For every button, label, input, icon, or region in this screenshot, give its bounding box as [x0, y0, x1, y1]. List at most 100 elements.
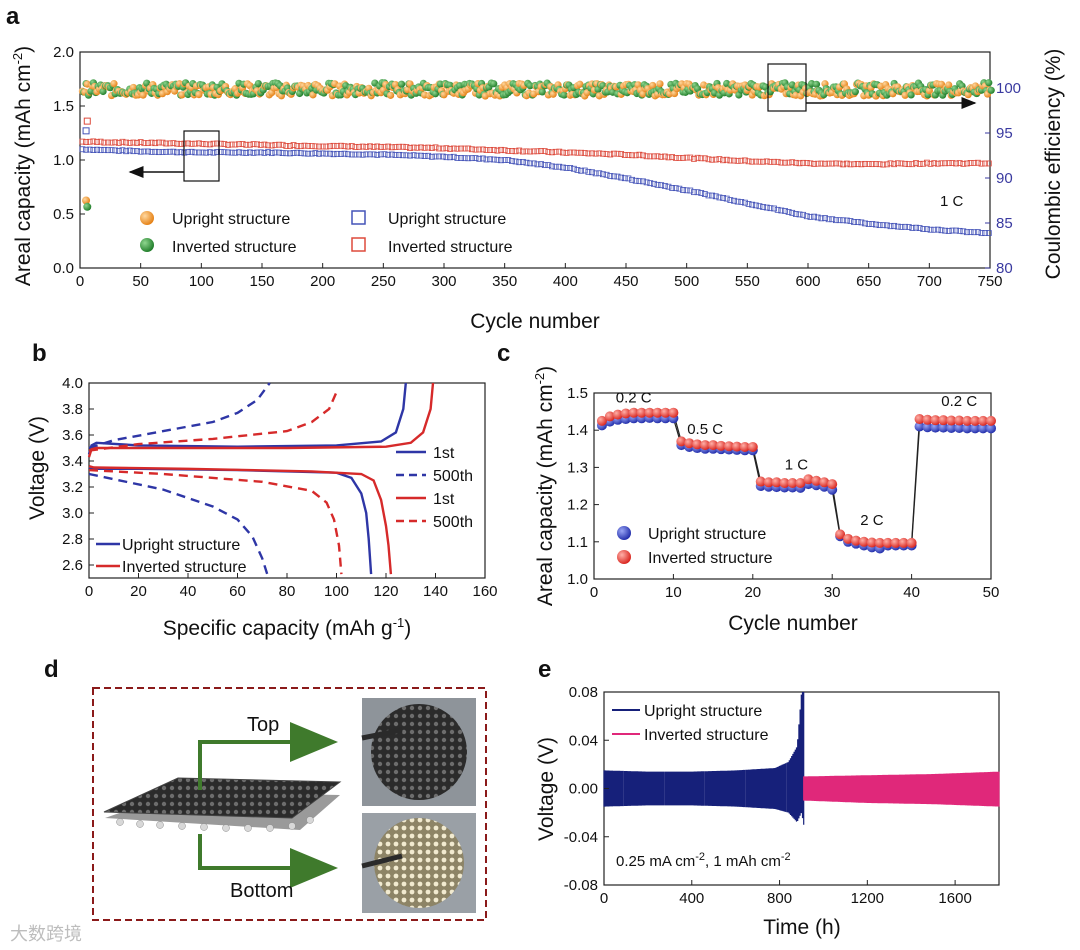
inverted-capacity-point	[407, 145, 413, 151]
inverted-capacity-point	[949, 160, 956, 166]
watermark: 大数跨境	[10, 924, 82, 944]
inverted-capacity-point	[811, 161, 817, 167]
inverted-capacity-point	[898, 160, 905, 167]
upright-capacity-point	[760, 204, 767, 210]
inverted-ce-point	[812, 80, 821, 88]
inverted-capacity-point	[341, 143, 348, 150]
upright-capacity-point	[898, 224, 905, 230]
x-tick-label: 600	[795, 273, 820, 290]
upright-ce-point	[656, 80, 664, 88]
x-axis-title-b: Specific capacity (mAh g-1)	[163, 615, 412, 640]
inverted-capacity-point	[782, 159, 788, 166]
rate-label: 2 C	[860, 512, 884, 529]
inverted-capacity-point	[847, 161, 854, 168]
upright-capacity-point	[621, 175, 628, 182]
upright-capacity-point	[196, 149, 202, 156]
upright-capacity-point	[858, 219, 865, 226]
upright-capacity-point	[192, 149, 199, 156]
inverted-rate-point	[795, 478, 806, 489]
upright-capacity-point	[534, 161, 541, 168]
inverted-capacity-point	[287, 143, 293, 149]
upright-capacity-first-point	[82, 127, 90, 135]
inverted-capacity-point	[530, 148, 537, 155]
inverted-capacity-point	[487, 147, 494, 153]
upright-capacity-point	[334, 150, 341, 157]
inverted-capacity-point	[97, 138, 104, 145]
rate-label: 0.2 C	[941, 393, 977, 410]
upright-capacity-point	[876, 222, 883, 229]
inverted-capacity-point	[505, 148, 512, 154]
inverted-capacity-point	[618, 151, 625, 157]
inverted-capacity-point	[596, 150, 603, 157]
x-axis-title-c: Cycle number	[728, 612, 858, 635]
inverted-capacity-point	[600, 150, 606, 157]
y-axis-title-a-sup: -2	[10, 53, 25, 65]
inverted-capacity-point	[789, 159, 796, 166]
inverted-capacity-point	[327, 143, 333, 150]
inverted-capacity-point	[927, 160, 934, 167]
upright-capacity-point	[163, 148, 170, 155]
inverted-capacity-point	[196, 140, 202, 147]
upright-capacity-point	[159, 149, 166, 155]
inverted-capacity-point	[731, 157, 737, 164]
x-tick-label: 0	[590, 584, 598, 601]
upright-capacity-point	[567, 165, 574, 171]
inverted-capacity-point	[465, 145, 472, 152]
inverted-rate-point	[970, 415, 981, 426]
highlight-box-capacity	[183, 130, 220, 182]
inverted-capacity-point	[683, 154, 690, 161]
x-axis-title-a: Cycle number	[470, 310, 600, 333]
inverted-rate-point	[652, 407, 663, 418]
inverted-rate-point	[906, 537, 917, 548]
y-tick-label: 2.6	[62, 557, 83, 574]
legend-marker-upright-ce	[140, 211, 154, 225]
upright-capacity-point	[239, 149, 246, 156]
upright-capacity-point	[756, 203, 763, 210]
upright-capacity-point	[869, 221, 876, 227]
upright-capacity-point	[126, 147, 133, 154]
upright-capacity-point	[407, 152, 413, 159]
inverted-rate-point	[922, 414, 933, 425]
inverted-capacity-point	[472, 146, 479, 153]
upright-capacity-point	[723, 195, 730, 202]
upright-capacity-point	[661, 182, 668, 189]
inverted-capacity-point	[880, 161, 887, 168]
upright-capacity-point	[370, 151, 377, 158]
rate-label: 0.5 C	[687, 421, 723, 438]
x-tick-label: 400	[679, 890, 704, 907]
inverted-capacity-point	[363, 143, 370, 150]
panel-d: d Top Bottom	[44, 656, 487, 921]
upright-capacity-point	[785, 208, 792, 215]
inverted-ce-point	[99, 87, 107, 96]
x-tick-label: 800	[767, 890, 792, 907]
inverted-rate-point	[811, 475, 822, 486]
voltage-curve-upright-500th-discharge	[88, 472, 269, 575]
inverted-rate-point	[763, 477, 774, 488]
upright-capacity-point	[381, 151, 388, 158]
inverted-capacity-point	[370, 144, 377, 150]
inverted-capacity-point	[734, 157, 741, 164]
upright-capacity-point	[279, 150, 286, 156]
y-tick-label: 1.5	[567, 385, 588, 402]
y2-tick-label: 80	[996, 260, 1013, 277]
x-tick-label: 20	[130, 583, 147, 600]
upright-capacity-point	[312, 150, 319, 156]
upright-capacity-point	[185, 149, 191, 155]
inverted-rate-point	[803, 474, 814, 485]
x-tick-label: 1200	[851, 890, 884, 907]
upright-capacity-point	[410, 152, 417, 159]
inverted-capacity-point	[447, 146, 453, 152]
panel-letter-d: d	[44, 656, 59, 683]
label-top: Top	[247, 714, 279, 736]
x-axis-b: 0 20 40 60 80 100 120 140 160	[85, 573, 498, 600]
upright-capacity-point	[421, 153, 428, 159]
inverted-capacity-point	[519, 148, 526, 155]
inverted-rate-point	[755, 476, 766, 487]
upright-capacity-point	[367, 151, 373, 158]
y2-tick-label: 100	[996, 80, 1021, 97]
upright-capacity-point	[152, 148, 159, 155]
y-tick-label: 4.0	[62, 375, 83, 392]
inverted-capacity-point	[239, 141, 246, 147]
y-tick-label: -0.08	[564, 877, 598, 894]
inverted-capacity-point	[294, 143, 301, 149]
